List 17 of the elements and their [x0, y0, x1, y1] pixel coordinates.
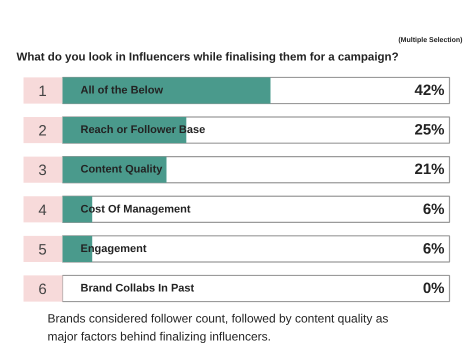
- text: 2: [38, 122, 47, 140]
- chart-title: What do you look in Influencers while finalising them for a campaign?: [16, 52, 399, 64]
- text: 5: [38, 241, 47, 258]
- data-label: 6%: [422, 240, 445, 258]
- text: 3: [38, 162, 47, 180]
- data-label: 21%: [414, 161, 445, 178]
- y-tick-label: All of the Below: [80, 84, 164, 96]
- y-tick-label: Content Quality: [80, 164, 164, 176]
- data-label: 6%: [422, 200, 445, 218]
- text: 1: [38, 83, 47, 100]
- data-label: 42%: [414, 82, 445, 99]
- data-label: 25%: [414, 122, 445, 139]
- text: 6: [38, 281, 47, 298]
- y-tick-label: Brand Collabs In Past: [80, 282, 195, 294]
- text: 4: [38, 202, 47, 219]
- data-label: 0%: [422, 280, 445, 297]
- text: Brands considered follower count, followed by content quality as major factors behind finalizing influencers.: [48, 312, 388, 344]
